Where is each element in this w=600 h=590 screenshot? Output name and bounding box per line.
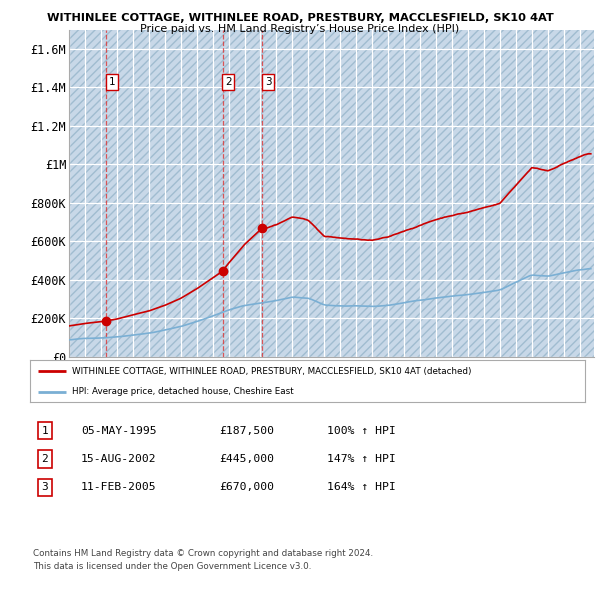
Text: 147% ↑ HPI: 147% ↑ HPI	[327, 454, 396, 464]
Text: 1: 1	[109, 77, 116, 87]
Text: Contains HM Land Registry data © Crown copyright and database right 2024.: Contains HM Land Registry data © Crown c…	[33, 549, 373, 558]
Text: £670,000: £670,000	[219, 483, 274, 492]
Text: 15-AUG-2002: 15-AUG-2002	[81, 454, 157, 464]
Text: Price paid vs. HM Land Registry’s House Price Index (HPI): Price paid vs. HM Land Registry’s House …	[140, 24, 460, 34]
Text: £187,500: £187,500	[219, 426, 274, 435]
Text: WITHINLEE COTTAGE, WITHINLEE ROAD, PRESTBURY, MACCLESFIELD, SK10 4AT: WITHINLEE COTTAGE, WITHINLEE ROAD, PREST…	[47, 13, 553, 23]
Text: 164% ↑ HPI: 164% ↑ HPI	[327, 483, 396, 492]
Text: £445,000: £445,000	[219, 454, 274, 464]
Text: WITHINLEE COTTAGE, WITHINLEE ROAD, PRESTBURY, MACCLESFIELD, SK10 4AT (detached): WITHINLEE COTTAGE, WITHINLEE ROAD, PREST…	[71, 367, 471, 376]
Text: 100% ↑ HPI: 100% ↑ HPI	[327, 426, 396, 435]
Text: 3: 3	[265, 77, 271, 87]
Text: 11-FEB-2005: 11-FEB-2005	[81, 483, 157, 492]
Text: 1: 1	[41, 426, 49, 435]
Text: HPI: Average price, detached house, Cheshire East: HPI: Average price, detached house, Ches…	[71, 387, 293, 396]
Text: 2: 2	[225, 77, 232, 87]
Text: 2: 2	[41, 454, 49, 464]
Text: 3: 3	[41, 483, 49, 492]
Text: This data is licensed under the Open Government Licence v3.0.: This data is licensed under the Open Gov…	[33, 562, 311, 571]
Text: 05-MAY-1995: 05-MAY-1995	[81, 426, 157, 435]
